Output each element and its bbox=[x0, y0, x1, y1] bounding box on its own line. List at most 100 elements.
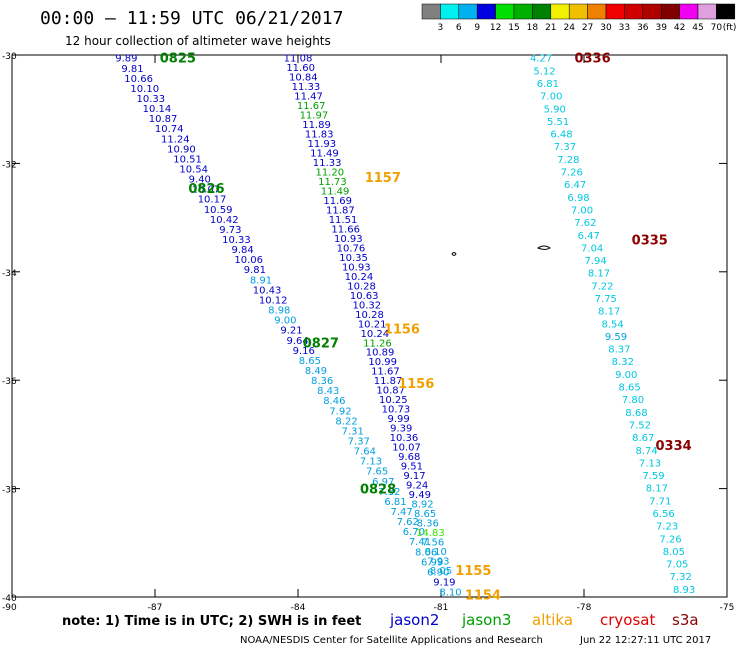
wave-height-value: 7.59 bbox=[642, 471, 664, 482]
wave-height-value: 11.49 bbox=[321, 187, 350, 198]
color-scale-label: 30 bbox=[600, 23, 612, 33]
wave-height-value: 7.71 bbox=[649, 496, 671, 507]
wave-height-value: 6.47 bbox=[578, 231, 600, 242]
pass-time-label: 1155 bbox=[455, 564, 491, 579]
wave-height-value: 7.26 bbox=[659, 534, 681, 545]
wave-height-value: 7.00 bbox=[571, 205, 593, 216]
color-scale-bar: 3 6 9 12 15 18 21 24 27 30 33 36 39 42 45 70 (ft) bbox=[421, 3, 737, 33]
wave-height-value: 7.32 bbox=[670, 572, 692, 583]
pass-time-label: 1156 bbox=[384, 323, 420, 338]
color-scale-swatch bbox=[495, 3, 515, 20]
color-scale-label: 33 bbox=[619, 23, 630, 33]
pass-time-label: 0336 bbox=[574, 52, 610, 67]
wave-height-value: 7.75 bbox=[595, 294, 617, 305]
x-tick-label: -78 bbox=[577, 603, 592, 613]
wave-height-value: 10.28 bbox=[347, 281, 376, 292]
pass-time-label: 0826 bbox=[188, 182, 224, 197]
wave-height-value: 7.22 bbox=[591, 281, 613, 292]
wave-height-value: 10.36 bbox=[390, 433, 419, 444]
x-tick-label: -81 bbox=[434, 603, 449, 613]
wave-height-value: 7.37 bbox=[348, 436, 370, 447]
wave-height-value: 7.13 bbox=[360, 457, 382, 468]
wave-height-value: 10.42 bbox=[210, 215, 239, 226]
wave-height-value: 7.05 bbox=[666, 560, 688, 571]
wave-height-value: 9.16 bbox=[293, 346, 315, 357]
wave-height-value: 7.28 bbox=[557, 155, 579, 166]
y-tick-label: -34 bbox=[2, 269, 17, 279]
pass-time-label: 0828 bbox=[360, 483, 396, 498]
wave-height-value: 8.37 bbox=[608, 345, 630, 356]
wave-height-value: 10.24 bbox=[345, 272, 374, 283]
plot-frame bbox=[11, 54, 728, 598]
wave-height-value: 9.89 bbox=[115, 54, 137, 65]
wave-height-value: 8.46 bbox=[323, 396, 345, 407]
wave-height-value: 9.00 bbox=[615, 370, 637, 381]
wave-height-value: 9.19 bbox=[433, 578, 455, 589]
pass-time-label: 0335 bbox=[632, 233, 668, 248]
wave-height-value: 9.68 bbox=[398, 452, 420, 463]
legend-entry-s3a: s3a bbox=[672, 611, 699, 629]
wave-height-value: 10.89 bbox=[366, 348, 395, 359]
y-tick-label: -36 bbox=[2, 377, 17, 387]
wave-height-value: 10.32 bbox=[353, 300, 382, 311]
wave-height-value: 6.90 bbox=[427, 567, 449, 578]
wave-height-value: 7.13 bbox=[639, 458, 661, 469]
satellite-tracks: 9.899.8110.6610.1010.3310.1410.8710.7411… bbox=[115, 54, 695, 599]
wave-height-value: 9.73 bbox=[219, 225, 241, 236]
x-tick-label: -87 bbox=[148, 603, 163, 613]
color-scale-swatch bbox=[440, 3, 460, 20]
wave-height-value: 8.65 bbox=[414, 509, 436, 520]
plot-area: -87 -84 -81 -78 -75 -30 -32 -34 -36 -38 -40-90 9.8… bbox=[2, 52, 734, 613]
wave-height-value: 10.63 bbox=[350, 291, 379, 302]
color-scale-swatch bbox=[679, 3, 699, 20]
wave-height-value: 10.84 bbox=[289, 73, 318, 84]
wave-height-value: 5.90 bbox=[544, 104, 566, 115]
color-scale-unit: (ft) bbox=[723, 23, 737, 33]
x-tick-label: -75 bbox=[720, 603, 735, 613]
wave-height-value: 8.91 bbox=[250, 275, 272, 286]
wave-height-value: 8.74 bbox=[636, 446, 658, 457]
wave-height-value: 8.32 bbox=[612, 357, 634, 368]
wave-height-value: 7.04 bbox=[581, 243, 603, 254]
wave-height-value: 7.41 bbox=[409, 537, 431, 548]
wave-height-value: 10.06 bbox=[234, 255, 263, 266]
wave-height-value: 10.25 bbox=[379, 395, 408, 406]
wave-height-value: 9.40 bbox=[189, 175, 211, 186]
footer-note: note: 1) Time is in UTC; 2) SWH is in fe… bbox=[62, 614, 361, 629]
wave-height-value: 10.33 bbox=[137, 94, 166, 105]
wave-height-value: 6.99 bbox=[421, 557, 443, 568]
wave-height-value: 11.26 bbox=[363, 338, 392, 349]
wave-height-value: 10.07 bbox=[392, 443, 421, 454]
wave-height-value: 10.54 bbox=[179, 165, 208, 176]
wave-height-value: 9.81 bbox=[244, 265, 266, 276]
color-scale-swatch bbox=[642, 3, 662, 20]
pass-time-label: 0334 bbox=[656, 439, 692, 454]
legend-entry-jason2: jason2 bbox=[389, 611, 439, 629]
wave-height-value: 7.26 bbox=[561, 168, 583, 179]
wave-height-value: 8.10 bbox=[439, 588, 461, 599]
wave-height-value: 11.67 bbox=[371, 367, 400, 378]
wave-height-value: 9.84 bbox=[231, 245, 253, 256]
wave-height-value: 9.39 bbox=[390, 424, 412, 435]
wave-height-value: 8.68 bbox=[625, 408, 647, 419]
legend-entry-cryosat: cryosat bbox=[600, 611, 655, 629]
wave-height-value: 8.98 bbox=[268, 306, 290, 317]
chart-title: 00:00 – 11:59 UTC 06/21/2017 bbox=[40, 8, 343, 29]
wave-height-value: 11.66 bbox=[331, 224, 360, 235]
wave-height-value: 10.12 bbox=[259, 295, 288, 306]
wave-height-value: 7.37 bbox=[554, 142, 576, 153]
color-scale-swatch bbox=[532, 3, 552, 20]
wave-height-value: 10.43 bbox=[253, 285, 282, 296]
wave-height-value: 9.81 bbox=[121, 64, 143, 75]
wave-height-value: 11.67 bbox=[297, 101, 326, 112]
wave-height-value: 11.08 bbox=[284, 54, 313, 65]
wave-height-value: 8.17 bbox=[598, 307, 620, 318]
wave-height-value: 6.81 bbox=[384, 497, 406, 508]
wave-height-value: 8.67 bbox=[632, 433, 654, 444]
wave-height-value: 8.93 bbox=[673, 585, 695, 596]
color-scale-swatch bbox=[513, 3, 533, 20]
pass-time-label: 1157 bbox=[365, 171, 401, 186]
color-scale-swatch bbox=[716, 3, 736, 20]
wave-height-value: 7.31 bbox=[342, 426, 364, 437]
